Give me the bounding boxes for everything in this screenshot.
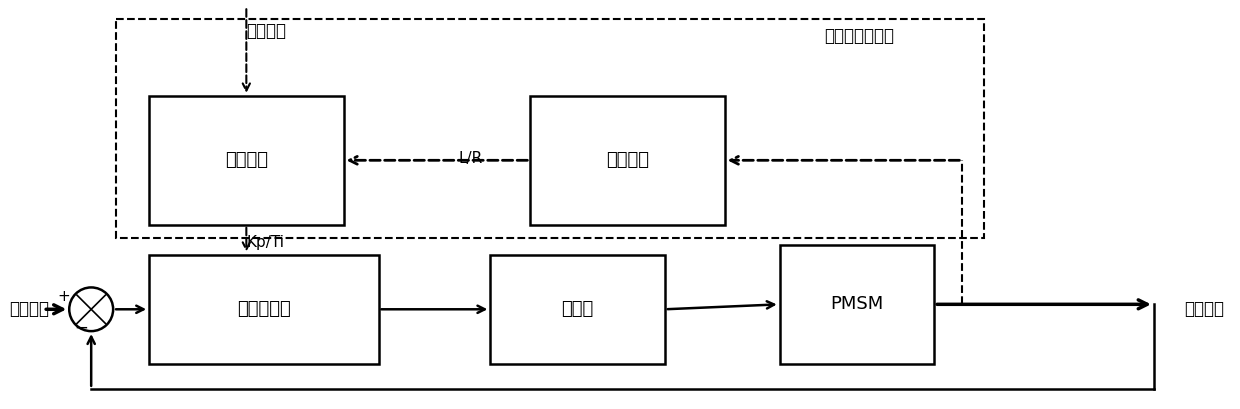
Text: 参数辨识: 参数辨识	[606, 151, 649, 169]
Bar	[117, 19, 985, 238]
Text: 设计需求: 设计需求	[246, 22, 285, 40]
Text: 电流控制器: 电流控制器	[237, 300, 290, 318]
Text: 输出电流: 输出电流	[1184, 300, 1224, 318]
Bar	[531, 96, 724, 225]
Text: −: −	[74, 318, 88, 336]
Text: 基于模型的整定: 基于模型的整定	[825, 27, 894, 45]
Bar	[780, 245, 934, 364]
Bar	[490, 255, 665, 364]
Text: 模型校正: 模型校正	[224, 151, 268, 169]
Text: 指令电流: 指令电流	[10, 300, 50, 318]
Text: +: +	[58, 289, 71, 304]
Text: PMSM: PMSM	[831, 295, 884, 313]
Text: L/R: L/R	[459, 151, 482, 166]
Text: 逆变器: 逆变器	[562, 300, 594, 318]
Text: Kp/Ti: Kp/Ti	[247, 235, 285, 250]
Bar	[149, 96, 343, 225]
Bar	[149, 255, 378, 364]
